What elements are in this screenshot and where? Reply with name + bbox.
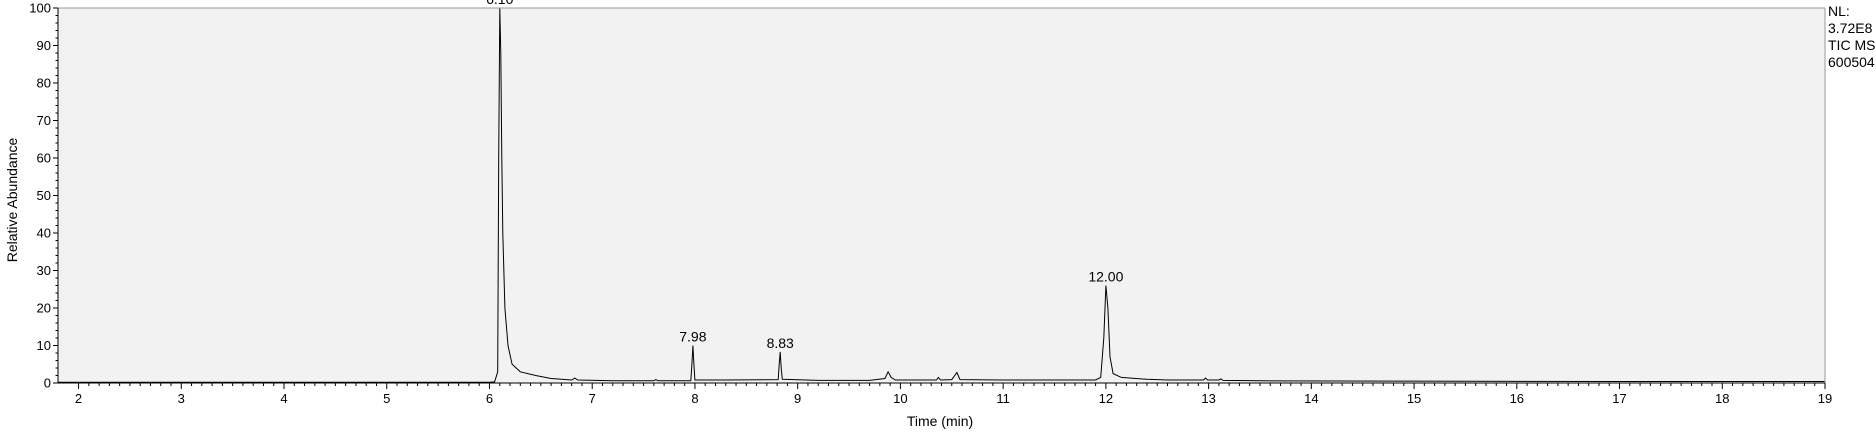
x-tick-label-4: 4 (280, 391, 287, 406)
x-tick-label-16: 16 (1510, 391, 1524, 406)
y-tick-label-70: 70 (37, 113, 51, 128)
y-tick-label-10: 10 (37, 338, 51, 353)
y-tick-label-50: 50 (37, 188, 51, 203)
y-tick-label-30: 30 (37, 263, 51, 278)
x-tick-label-19: 19 (1818, 391, 1832, 406)
x-tick-label-10: 10 (893, 391, 907, 406)
x-tick-label-2: 2 (75, 391, 82, 406)
plot-area (58, 8, 1825, 383)
peak-label-6.10: 6.10 (486, 0, 513, 7)
x-tick-label-14: 14 (1304, 391, 1318, 406)
info-line-2: TIC MS (1828, 37, 1875, 53)
info-line-3: 600504 (1828, 54, 1875, 70)
x-tick-label-7: 7 (589, 391, 596, 406)
x-tick-label-15: 15 (1407, 391, 1421, 406)
info-line-0: NL: (1828, 3, 1850, 19)
y-tick-label-80: 80 (37, 76, 51, 91)
y-axis-title: Relative Abundance (4, 138, 20, 263)
x-tick-label-12: 12 (1099, 391, 1113, 406)
y-axis: 0 10 20 30 40 50 60 70 80 90 100 (29, 1, 58, 391)
x-tick-label-13: 13 (1201, 391, 1215, 406)
y-tick-label-40: 40 (37, 226, 51, 241)
x-tick-label-17: 17 (1612, 391, 1626, 406)
x-tick-label-5: 5 (383, 391, 390, 406)
info-line-1: 3.72E8 (1828, 20, 1873, 36)
peak-label-7.98: 7.98 (679, 329, 706, 345)
x-tick-label-9: 9 (794, 391, 801, 406)
y-tick-label-90: 90 (37, 38, 51, 53)
x-tick-label-3: 3 (178, 391, 185, 406)
y-tick-label-60: 60 (37, 151, 51, 166)
x-axis: 2 3 4 5 6 7 8 9 10 11 12 13 14 15 16 17 18 19 (75, 383, 1832, 406)
x-tick-label-8: 8 (691, 391, 698, 406)
x-tick-label-18: 18 (1715, 391, 1729, 406)
y-tick-label-20: 20 (37, 301, 51, 316)
x-tick-label-11: 11 (996, 391, 1010, 406)
x-axis-title: Time (min) (907, 413, 973, 429)
peak-label-8.83: 8.83 (767, 335, 794, 351)
y-tick-label-100: 100 (29, 1, 51, 16)
x-tick-label-6: 6 (486, 391, 493, 406)
y-tick-label-0: 0 (44, 376, 51, 391)
peak-label-12.00: 12.00 (1088, 269, 1123, 285)
